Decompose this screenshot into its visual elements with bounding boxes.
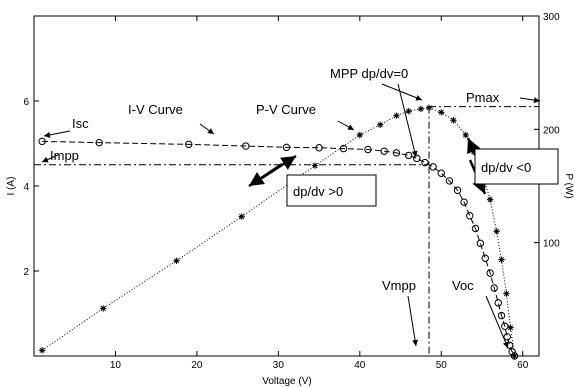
annotation-dpdv-positive: dp/dv >0 — [293, 184, 343, 199]
y-right-tick-label: 300 — [543, 12, 560, 23]
iv-data-point — [282, 143, 291, 152]
pv-data-point — [425, 104, 433, 111]
iv-data-point — [508, 348, 516, 356]
pv-curve-line — [41, 107, 516, 357]
x-axis-title: Voltage (V) — [262, 376, 311, 387]
pv-data-point — [450, 117, 457, 124]
annotation-isc: Isc — [72, 116, 89, 131]
annotation-impp: Impp — [50, 148, 79, 163]
pv-data-point — [238, 213, 245, 220]
iv-data-point — [38, 137, 46, 146]
x-tick-label: 40 — [354, 360, 366, 371]
iv-data-point — [421, 158, 429, 167]
pv-data-point — [356, 131, 364, 139]
pv-data-point — [405, 108, 412, 115]
annotation-mpp: MPP dp/dv=0 — [330, 66, 408, 81]
pv-data-point — [507, 324, 514, 331]
x-tick-label: 60 — [517, 360, 529, 371]
pv-data-point — [417, 105, 425, 113]
pv-data-point — [498, 256, 505, 263]
iv-data-point — [242, 142, 250, 150]
pv-data-point — [311, 162, 319, 169]
iv-data-point — [466, 212, 474, 220]
annotation-dpdv-negative: dp/dv <0 — [481, 160, 531, 175]
pv-data-point — [438, 109, 445, 116]
annotation-voc: Voc — [452, 278, 474, 293]
iv-data-point — [445, 177, 454, 185]
y-right-tick-label: 200 — [543, 125, 560, 136]
pv-data-point — [100, 305, 107, 312]
pv-curve-arrow — [337, 120, 355, 131]
iv-data-point — [476, 239, 485, 248]
iv-data-point — [437, 169, 445, 177]
pv-data-point — [493, 228, 500, 235]
iv-data-point — [95, 138, 103, 147]
iv-data-point — [486, 269, 494, 277]
annotation-box-dpdv-positive — [286, 174, 377, 207]
vmpp-arrow — [407, 295, 419, 347]
x-tick-label: 20 — [191, 360, 203, 371]
pv-data-point — [462, 131, 469, 139]
y-left-tick-label: 2 — [23, 267, 29, 278]
x-tick-label: 30 — [273, 360, 285, 371]
y-left-axis-title: I (A) — [6, 177, 17, 196]
iv-data-point — [471, 224, 480, 233]
iv-data-point — [481, 254, 489, 262]
pv-data-point — [38, 347, 46, 354]
iv-data-point — [497, 311, 506, 320]
y-left-tick-label: 6 — [23, 97, 29, 108]
mpp-arrow-right — [381, 83, 423, 101]
iv-data-point — [380, 147, 388, 155]
dpdv-positive-arrow-down — [248, 163, 283, 187]
iv-data-point — [364, 145, 372, 154]
y-right-axis-title: P (W) — [563, 173, 574, 198]
annotation-pv-curve: P-V Curve — [256, 102, 316, 117]
pv-data-point — [376, 121, 384, 128]
pv-data-point — [173, 257, 180, 264]
pv-data-point — [393, 112, 400, 119]
isc-arrow — [43, 130, 71, 138]
iv-data-point — [460, 198, 468, 206]
y-left-tick-label: 4 — [23, 182, 29, 193]
iv-data-point — [501, 322, 509, 330]
iv-data-point — [392, 149, 401, 157]
annotation-iv-curve: I-V Curve — [128, 102, 183, 117]
iv-data-point — [453, 186, 462, 194]
voc-arrow — [485, 295, 509, 349]
x-tick-label: 10 — [110, 360, 122, 371]
pv-data-point — [511, 352, 518, 360]
iv-data-point — [503, 333, 511, 341]
impp-arrow — [41, 154, 59, 163]
mpp-arrow-down — [397, 83, 418, 158]
iv-data-point — [185, 140, 193, 149]
iv-curve-line — [42, 140, 515, 357]
y-right-tick-label: 100 — [543, 239, 560, 250]
iv-data-point — [315, 144, 323, 152]
annotation-pmax: Pmax — [466, 90, 500, 105]
pv-data-point — [486, 196, 494, 203]
iv-data-point — [429, 163, 437, 171]
iv-data-point — [494, 299, 502, 307]
pv-data-point — [503, 290, 510, 297]
annotation-vmpp: Vmpp — [382, 278, 416, 293]
iv-curve-arrow — [199, 123, 215, 135]
x-tick-label: 50 — [436, 360, 448, 371]
pmax-arrow — [519, 97, 541, 104]
iv-data-point — [490, 284, 498, 292]
annotation-box-dpdv-negative — [474, 148, 559, 185]
